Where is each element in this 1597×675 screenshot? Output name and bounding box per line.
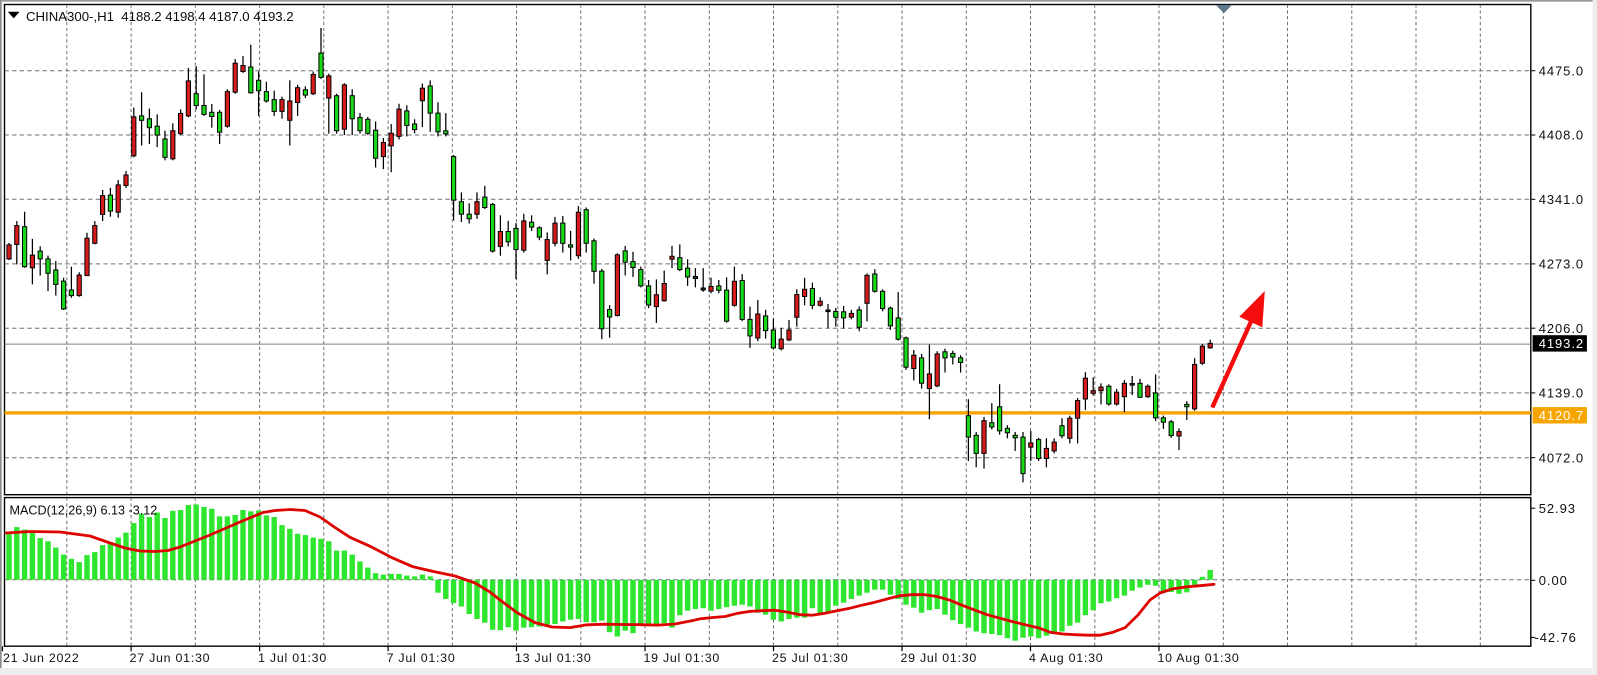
svg-text:4120.7: 4120.7 — [1539, 408, 1584, 423]
svg-text:25 Jul 01:30: 25 Jul 01:30 — [772, 651, 849, 665]
svg-text:4408.0: 4408.0 — [1539, 128, 1584, 143]
svg-text:21 Jun 2022: 21 Jun 2022 — [3, 651, 79, 665]
svg-text:4475.0: 4475.0 — [1539, 63, 1584, 78]
svg-text:13 Jul 01:30: 13 Jul 01:30 — [515, 651, 592, 665]
svg-text:0.00: 0.00 — [1539, 573, 1568, 588]
svg-text:10 Aug 01:30: 10 Aug 01:30 — [1158, 651, 1240, 665]
svg-text:4341.0: 4341.0 — [1539, 192, 1584, 207]
svg-text:27 Jun 01:30: 27 Jun 01:30 — [130, 651, 211, 665]
svg-text:4206.0: 4206.0 — [1539, 321, 1584, 336]
svg-text:4139.0: 4139.0 — [1539, 386, 1584, 401]
svg-text:4273.0: 4273.0 — [1539, 257, 1584, 272]
svg-text:52.93: 52.93 — [1539, 501, 1576, 516]
svg-text:4193.2: 4193.2 — [1539, 336, 1584, 351]
svg-text:4 Aug 01:30: 4 Aug 01:30 — [1029, 651, 1103, 665]
svg-text:4072.0: 4072.0 — [1539, 450, 1584, 465]
svg-text:7 Jul 01:30: 7 Jul 01:30 — [387, 651, 456, 665]
svg-text:1 Jul 01:30: 1 Jul 01:30 — [258, 651, 327, 665]
svg-text:-42.76: -42.76 — [1535, 630, 1577, 645]
svg-text:MACD(12,26,9) 6.13 -3.12: MACD(12,26,9) 6.13 -3.12 — [10, 504, 158, 518]
svg-text:CHINA300-,H1 4188.2 4198.4 41: CHINA300-,H1 4188.2 4198.4 4187.0 4193.2 — [26, 9, 294, 24]
svg-text:19 Jul 01:30: 19 Jul 01:30 — [644, 651, 721, 665]
svg-text:29 Jul 01:30: 29 Jul 01:30 — [901, 651, 978, 665]
